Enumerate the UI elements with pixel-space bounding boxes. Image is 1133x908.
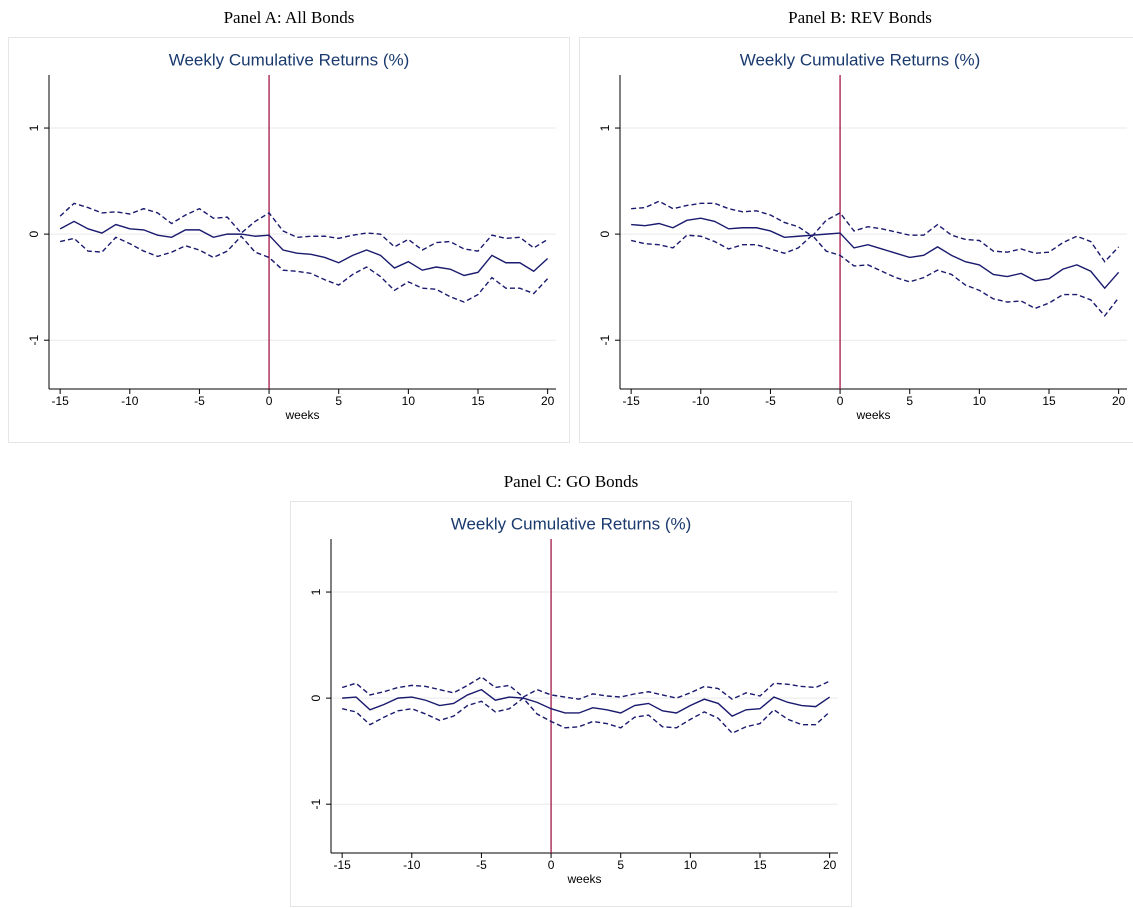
x-axis-label: weeks [284,408,319,422]
x-tick-label: -15 [622,394,640,408]
confidence-band-line [341,676,830,700]
x-tick-label: 10 [402,394,416,408]
x-tick-label: -10 [692,394,710,408]
x-tick-label: 0 [837,394,844,408]
x-tick-label: 20 [823,858,837,872]
x-tick-label: -15 [51,394,69,408]
y-tick-label: 0 [309,694,323,701]
x-tick-label: 5 [617,858,624,872]
y-tick-label: 1 [27,124,41,131]
x-tick-label: 20 [541,394,555,408]
confidence-band-line [630,234,1120,317]
chart-title: Weekly Cumulative Returns (%) [740,50,981,69]
confidence-band-line [59,235,549,303]
estimate-line [631,217,1120,290]
chart-title: Weekly Cumulative Returns (%) [451,514,692,533]
y-tick-label: 0 [27,230,41,237]
panel-frame [8,37,570,443]
x-tick-label: 20 [1112,394,1126,408]
x-tick-label: 5 [906,394,913,408]
y-tick-label: -1 [598,335,612,346]
x-tick-label: 10 [684,858,698,872]
y-tick-label: 1 [598,124,612,131]
panel-frame [290,501,852,907]
x-tick-label: -5 [476,858,487,872]
y-tick-label: 1 [309,588,323,595]
estimate-line [59,220,549,277]
x-tick-label: 0 [548,858,555,872]
x-tick-label: 10 [973,394,987,408]
x-tick-label: -15 [333,858,351,872]
y-tick-label: 0 [598,230,612,237]
estimate-line [342,688,831,717]
x-tick-label: 15 [753,858,767,872]
panel-title: Panel A: All Bonds [224,8,355,27]
y-tick-label: -1 [27,335,41,346]
x-tick-label: 5 [335,394,342,408]
x-tick-label: 15 [471,394,485,408]
panel-title: Panel C: GO Bonds [504,472,639,491]
x-axis-label: weeks [855,408,890,422]
x-tick-label: -5 [765,394,776,408]
x-tick-label: -5 [194,394,205,408]
panel-title: Panel B: REV Bonds [788,8,932,27]
confidence-band-line [341,697,831,734]
panel-frame [579,37,1133,443]
confidence-band-line [59,202,549,252]
confidence-band-line [631,200,1120,263]
x-tick-label: 0 [266,394,273,408]
x-axis-label: weeks [566,872,601,886]
x-tick-label: -10 [121,394,139,408]
chart-title: Weekly Cumulative Returns (%) [169,50,410,69]
x-tick-label: -10 [403,858,421,872]
x-tick-label: 15 [1042,394,1056,408]
y-tick-label: -1 [309,799,323,810]
